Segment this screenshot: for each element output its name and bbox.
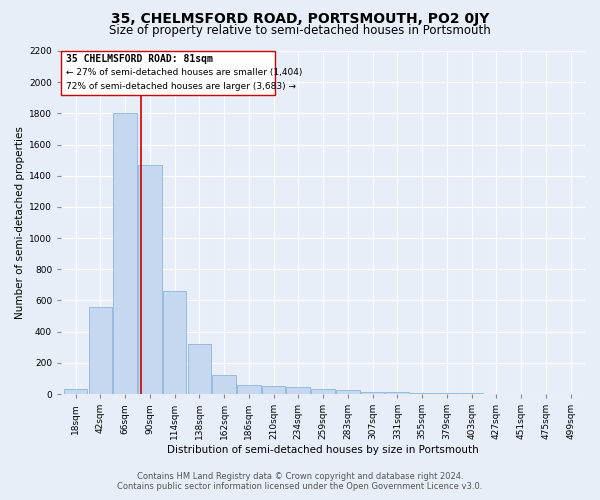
X-axis label: Distribution of semi-detached houses by size in Portsmouth: Distribution of semi-detached houses by … (167, 445, 479, 455)
Text: 72% of semi-detached houses are larger (3,683) →: 72% of semi-detached houses are larger (… (67, 82, 296, 91)
Bar (138, 165, 162, 394)
Text: Size of property relative to semi-detached houses in Portsmouth: Size of property relative to semi-detach… (109, 24, 491, 37)
FancyBboxPatch shape (61, 51, 275, 94)
Text: 35 CHELMSFORD ROAD: 81sqm: 35 CHELMSFORD ROAD: 81sqm (67, 54, 213, 64)
Text: Contains HM Land Registry data © Crown copyright and database right 2024.
Contai: Contains HM Land Registry data © Crown c… (118, 472, 482, 491)
Bar (212, 374, 236, 394)
Text: 35, CHELMSFORD ROAD, PORTSMOUTH, PO2 0JY: 35, CHELMSFORD ROAD, PORTSMOUTH, PO2 0JY (111, 12, 489, 26)
Bar (113, 114, 137, 394)
Bar (361, 392, 385, 394)
Bar (336, 390, 360, 394)
Y-axis label: Number of semi-detached properties: Number of semi-detached properties (15, 126, 25, 319)
Bar (262, 386, 286, 394)
Bar (311, 390, 335, 394)
Bar (237, 384, 261, 394)
Bar (64, 390, 88, 394)
Bar (89, 306, 112, 394)
Bar (385, 392, 409, 394)
Bar (286, 387, 310, 394)
Text: ← 27% of semi-detached houses are smaller (1,404): ← 27% of semi-detached houses are smalle… (67, 68, 303, 77)
Bar (163, 291, 187, 394)
Bar (188, 344, 211, 394)
Bar (410, 393, 434, 394)
